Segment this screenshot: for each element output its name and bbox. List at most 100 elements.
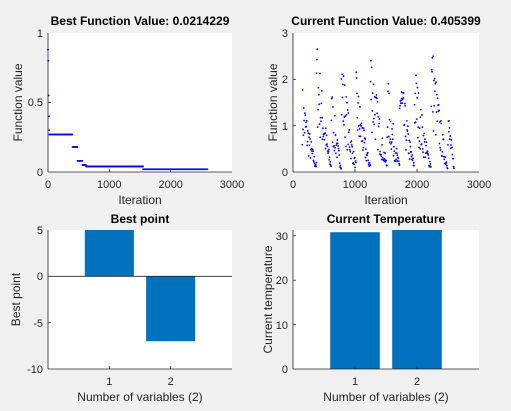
data-point	[428, 160, 431, 163]
data-point	[331, 141, 334, 144]
data-point	[329, 160, 332, 163]
data-point	[71, 133, 74, 136]
data-point	[321, 127, 324, 130]
data-point	[324, 147, 327, 150]
data-point	[441, 133, 444, 136]
data-point	[432, 130, 435, 132]
data-point	[451, 153, 454, 156]
data-point	[314, 164, 317, 166]
data-point	[348, 129, 351, 131]
data-point	[336, 142, 339, 145]
data-point	[340, 113, 343, 116]
data-point	[417, 126, 420, 129]
data-point	[363, 129, 365, 132]
data-point	[401, 98, 404, 101]
data-point	[350, 157, 352, 160]
data-point	[328, 158, 331, 161]
data-point	[312, 160, 315, 163]
data-point	[368, 165, 371, 168]
data-point	[301, 143, 304, 146]
data-point	[413, 164, 416, 167]
data-point	[348, 146, 351, 148]
data-point	[304, 112, 306, 115]
data-point	[306, 140, 309, 143]
data-point	[388, 141, 391, 144]
data-point	[403, 102, 406, 105]
data-point	[354, 166, 357, 169]
data-point	[337, 149, 340, 152]
data-point	[380, 155, 383, 158]
data-point	[325, 134, 328, 137]
data-point	[408, 158, 411, 160]
data-point	[356, 92, 358, 95]
y-axis-label: Current temperature	[261, 245, 275, 353]
data-point	[415, 118, 418, 120]
y-tick-label: 0	[282, 364, 288, 376]
data-point	[405, 149, 407, 151]
data-point	[360, 125, 362, 127]
data-point	[316, 58, 318, 61]
x-tick-label: 2	[168, 376, 174, 388]
data-point	[341, 73, 343, 76]
bar-variable-2	[146, 276, 196, 342]
y-tick-label: 30	[276, 231, 288, 243]
x-tick-label: 0	[45, 179, 51, 191]
data-point	[453, 167, 455, 170]
data-point	[435, 93, 438, 96]
data-point	[394, 160, 397, 163]
data-point	[332, 106, 334, 108]
data-point	[372, 117, 375, 120]
data-point	[311, 148, 314, 151]
data-point	[423, 132, 426, 135]
plot-area	[48, 230, 232, 369]
data-point	[349, 150, 352, 153]
data-point	[421, 126, 424, 129]
data-point	[333, 114, 336, 117]
data-point	[76, 146, 79, 148]
data-point	[400, 91, 403, 93]
y-tick-label: 0.5	[28, 97, 43, 109]
data-point	[432, 55, 435, 58]
data-point	[319, 136, 322, 139]
data-point	[326, 143, 328, 145]
x-tick-label: 1	[106, 376, 112, 388]
y-axis-label: Function value	[266, 63, 280, 141]
data-point	[359, 135, 362, 138]
data-point	[340, 78, 343, 80]
data-point	[357, 95, 360, 98]
data-point	[402, 97, 405, 99]
data-point	[364, 156, 367, 159]
data-point	[424, 156, 427, 159]
data-point	[419, 116, 422, 119]
data-point	[425, 144, 427, 147]
data-point	[452, 157, 455, 160]
data-point	[381, 143, 383, 146]
data-point	[324, 127, 327, 130]
data-point	[398, 164, 401, 167]
data-point	[309, 157, 312, 159]
x-axis-label: Iteration	[118, 193, 161, 207]
data-point	[374, 138, 377, 141]
data-point	[384, 152, 386, 155]
data-point	[370, 98, 373, 101]
data-point	[85, 164, 87, 166]
x-axis-label: Number of variables (2)	[77, 390, 202, 404]
data-point	[406, 125, 409, 128]
y-axis-label: Best point	[9, 272, 23, 326]
data-point	[318, 103, 321, 106]
data-point	[331, 96, 334, 99]
data-point	[81, 159, 84, 162]
data-point	[356, 129, 359, 131]
data-point	[395, 147, 398, 150]
chart-title: Best point	[111, 212, 170, 226]
data-point	[413, 103, 416, 106]
data-point	[334, 146, 337, 149]
data-point	[422, 134, 425, 137]
data-point	[445, 161, 448, 164]
data-point	[350, 140, 353, 143]
data-point	[439, 149, 442, 151]
data-point	[337, 147, 340, 150]
data-point	[394, 152, 397, 155]
data-point	[411, 154, 414, 156]
data-point	[315, 161, 318, 164]
